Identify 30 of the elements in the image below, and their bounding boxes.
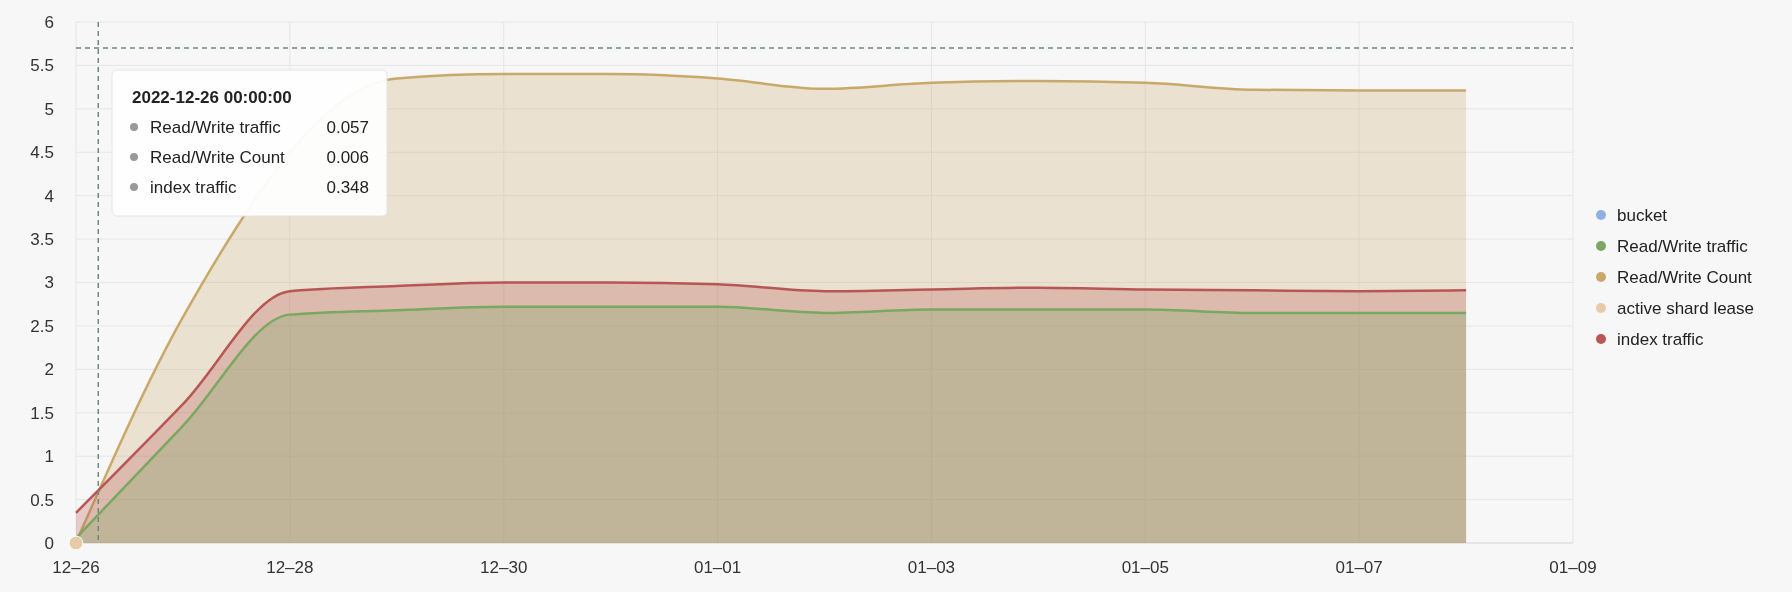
legend-label: Read/Write traffic	[1617, 236, 1749, 256]
y-tick-label: 1	[44, 447, 54, 467]
y-tick-label: 5	[44, 99, 54, 119]
text: index traffic 0.348	[150, 178, 369, 197]
x-tick-label: 01–05	[1121, 558, 1169, 577]
y-tick-label: 3	[44, 273, 54, 293]
y-tick-label: 5.5	[30, 56, 54, 76]
y-tick-label: 0	[44, 533, 54, 553]
y-tick-label: 1.5	[30, 403, 54, 423]
y-tick-label: 2	[44, 360, 54, 380]
text: Read/Write Count 0.006	[150, 148, 369, 167]
legend-label: Read/Write Count	[1617, 267, 1753, 287]
x-tick-label: 01–03	[907, 558, 956, 577]
y-tick-label: 3.5	[30, 230, 54, 250]
x-tick-label: 12–30	[480, 558, 528, 577]
x-tick-label: 01–01	[693, 558, 742, 577]
y-tick-label: 4	[44, 186, 54, 206]
text: Read/Write traffic 0.057	[150, 118, 369, 137]
y-tick-label: 2.5	[30, 316, 54, 336]
x-tick-label: 01–07	[1335, 558, 1383, 577]
legend-label: bucket	[1617, 205, 1668, 225]
y-tick-label: 6	[44, 12, 54, 32]
x-tick-label: 12–28	[266, 558, 314, 577]
x-tick-label: 01–09	[1549, 558, 1597, 577]
y-tick-label: 4.5	[30, 143, 54, 163]
annotation: 2022-12-26 00:00:00	[132, 88, 292, 107]
legend-label: index traffic	[1617, 329, 1705, 349]
legend-label: active shard lease	[1617, 298, 1755, 318]
x-tick-label: 12–26	[52, 558, 100, 577]
y-tick-label: 0.5	[30, 490, 54, 510]
